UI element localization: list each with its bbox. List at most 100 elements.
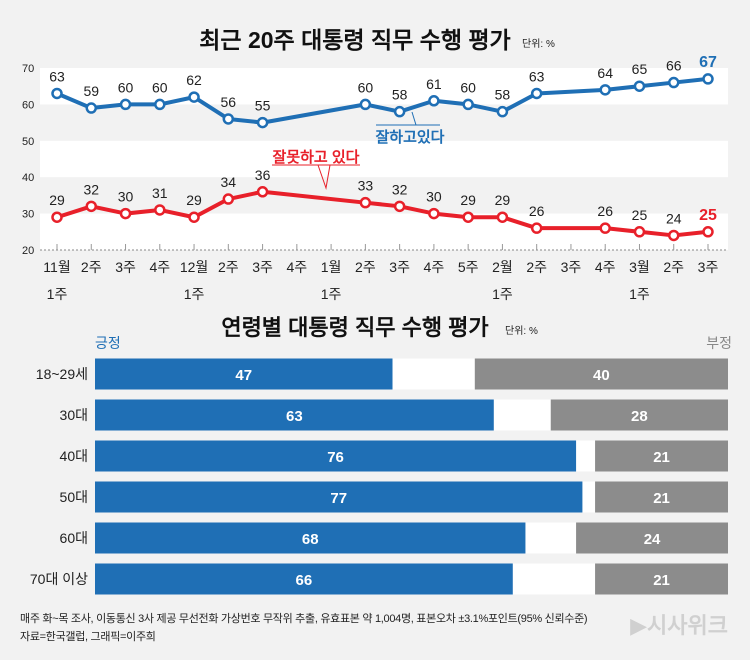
data-point	[359, 196, 372, 209]
data-label: 59	[83, 83, 99, 99]
data-label: 64	[597, 65, 613, 81]
y-tick-label: 40	[22, 172, 34, 184]
legend-negative: 부정	[706, 335, 732, 351]
data-point	[667, 76, 680, 89]
y-tick-label: 70	[22, 63, 34, 75]
x-tick-label: 3월	[629, 259, 650, 275]
data-label: 61	[426, 76, 442, 92]
data-label: 30	[426, 189, 442, 205]
bar-value-negative: 28	[631, 408, 648, 425]
y-tick-label: 60	[22, 99, 34, 111]
bar-category-label: 50대	[60, 489, 88, 505]
bar-positive	[95, 563, 513, 595]
data-point	[599, 84, 611, 96]
bar-value-positive: 77	[330, 490, 347, 507]
y-tick-label: 20	[22, 245, 34, 257]
x-tick-label: 1주	[492, 286, 513, 302]
data-point	[85, 200, 98, 213]
bar-category-label: 40대	[60, 448, 88, 464]
data-point	[188, 91, 200, 103]
data-point	[222, 193, 235, 205]
data-point	[462, 98, 474, 111]
data-label: 58	[495, 87, 511, 103]
data-point	[393, 105, 406, 118]
bar-chart-title: 연령별 대통령 직무 수행 평가	[221, 315, 488, 340]
x-tick-label: 2주	[218, 259, 239, 275]
data-label: 58	[392, 87, 408, 103]
data-label: 32	[83, 181, 99, 197]
data-point	[496, 105, 509, 118]
x-tick-label: 3주	[252, 259, 273, 275]
bar-positive	[95, 399, 494, 431]
bar-positive	[95, 440, 577, 472]
data-point	[530, 87, 543, 100]
data-label: 30	[118, 189, 134, 205]
charts-svg: 최근 20주 대통령 직무 수행 평가 단위: %20304050607011월1…	[22, 27, 732, 595]
data-label: 60	[358, 79, 374, 95]
data-label: 60	[152, 79, 168, 95]
x-tick-label: 2주	[526, 259, 547, 275]
bar-value-positive: 66	[296, 572, 313, 589]
data-label: 60	[118, 79, 134, 95]
bar-value-positive: 76	[327, 449, 344, 466]
source-credit: 자료=한국갤럽, 그래픽=이주희	[20, 631, 156, 643]
data-point	[119, 98, 132, 111]
x-tick-label: 4주	[287, 259, 308, 275]
bar-negative	[550, 399, 728, 431]
x-tick-label: 11월	[43, 259, 70, 275]
bar-category-label: 18~29세	[36, 366, 88, 382]
x-tick-label: 4주	[149, 259, 170, 275]
data-point	[51, 211, 63, 223]
data-point	[702, 73, 714, 85]
bar-category-label: 70대 이상	[30, 571, 88, 587]
data-label: 63	[529, 68, 545, 84]
bar-value-negative: 21	[653, 449, 670, 466]
bar-value-positive: 63	[286, 408, 303, 425]
y-tick-label: 30	[22, 209, 34, 221]
data-point	[119, 207, 132, 220]
data-label: 65	[632, 61, 648, 77]
x-tick-label: 2주	[355, 259, 376, 275]
line-chart-unit: 단위: %	[522, 37, 555, 50]
data-label: 66	[666, 58, 682, 74]
data-point	[428, 95, 440, 107]
data-point	[256, 116, 269, 129]
grid-band	[40, 68, 728, 105]
bar-chart-unit: 단위: %	[505, 324, 538, 337]
data-point	[154, 98, 166, 111]
data-point	[222, 113, 235, 125]
x-tick-label: 1월	[321, 259, 342, 275]
x-tick-label: 2월	[492, 259, 513, 275]
x-tick-label: 5주	[458, 259, 479, 275]
callout-pointer	[317, 164, 331, 190]
bar-positive	[95, 522, 526, 554]
x-tick-label: 3주	[698, 259, 719, 275]
bar-value-negative: 24	[644, 531, 661, 548]
data-point	[51, 87, 63, 100]
sisaweek-logo: ▶시사위크	[630, 613, 728, 638]
series-label-negative: 잘못하고 있다	[273, 148, 360, 166]
survey-note: 매주 화~목 조사, 이동통신 3사 제공 무선전화 가상번호 무작위 추출, …	[20, 613, 588, 625]
y-tick-label: 50	[22, 136, 34, 148]
data-label: 60	[460, 79, 476, 95]
data-point	[393, 200, 406, 213]
data-label: 25	[699, 207, 717, 224]
x-tick-label: 3주	[115, 259, 136, 275]
data-label: 34	[221, 174, 237, 190]
data-label: 26	[597, 203, 613, 219]
legend-positive: 긍정	[95, 335, 121, 351]
bar-value-positive: 47	[235, 367, 252, 384]
data-label: 67	[699, 54, 717, 71]
data-label: 62	[186, 72, 202, 88]
data-label: 24	[666, 210, 682, 226]
data-point	[496, 211, 509, 223]
data-label: 33	[358, 178, 374, 194]
bar-positive	[95, 358, 393, 390]
data-label: 29	[460, 192, 476, 208]
callout-pointer	[411, 111, 420, 126]
x-tick-label: 4주	[595, 259, 616, 275]
bar-value-negative: 40	[593, 367, 610, 384]
data-label: 31	[152, 185, 168, 201]
data-label: 25	[632, 207, 648, 223]
